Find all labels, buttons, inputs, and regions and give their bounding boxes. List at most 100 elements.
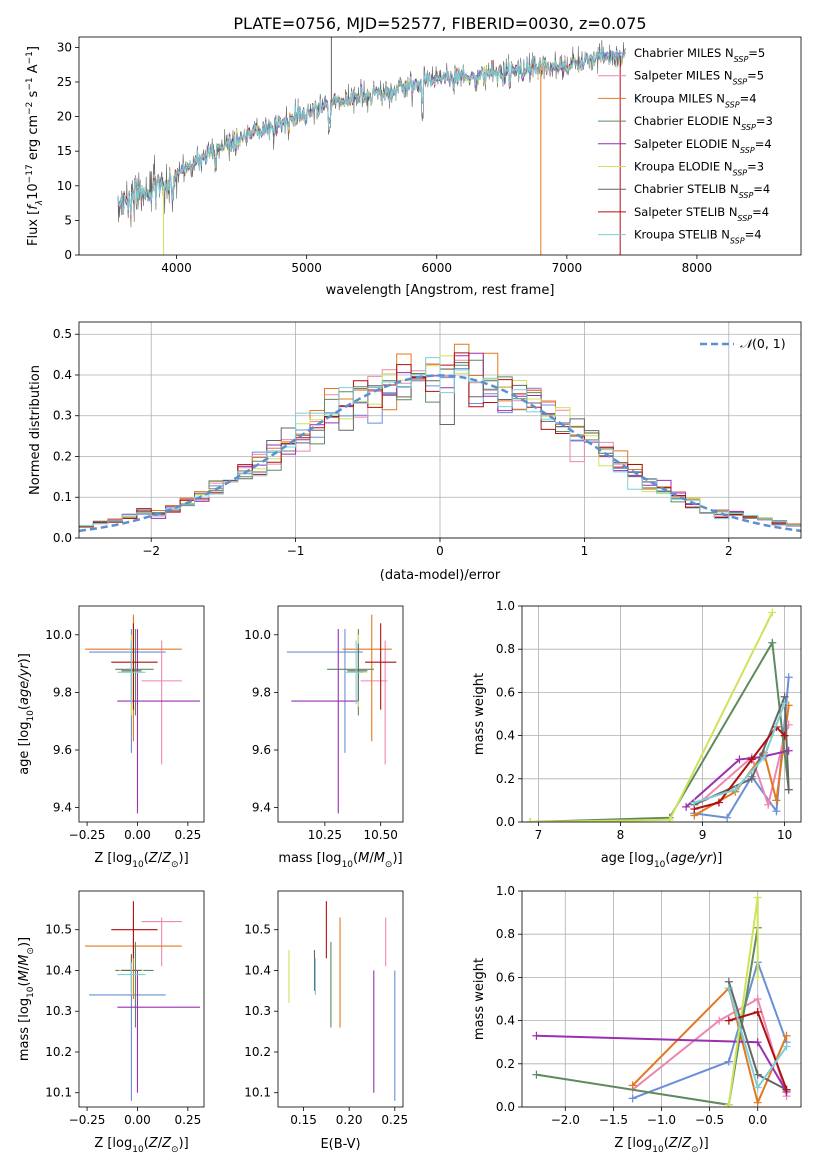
x-tick-label: 8000 (682, 261, 713, 275)
x-tick-label: 8 (617, 828, 625, 842)
x-tick-label: 10.50 (363, 828, 397, 842)
y-tick-label: 0 (64, 248, 72, 262)
legend-entry: Chabrier STELIB NSSP=4 (634, 182, 770, 200)
legend-entry-normal: 𝒩(0, 1) (740, 336, 786, 351)
plot-area (85, 901, 200, 1101)
weight-marker-kroupa_elodie (753, 973, 762, 982)
residuals-ylabel: Normed distribution (28, 365, 43, 495)
y-tick-label: 9.8 (252, 685, 271, 699)
axes-frame (277, 890, 404, 1108)
axes-frame (78, 321, 802, 539)
y-tick-label: 10.4 (244, 963, 271, 977)
panel-massweight_vs_Z: −2.0 −1.5 −1.0 −0.5 0.0 0.0 0.2 0.4 0.6 0.8 1.0 Z [… (472, 884, 802, 1155)
weight-line-salpeter_miles (701, 724, 790, 809)
weight-marker-chabrier_miles (772, 807, 781, 816)
weight-marker-salpeter_stelib (714, 798, 723, 807)
y-tick-label: 10 (57, 179, 72, 193)
y-tick-label: 0.4 (496, 1014, 515, 1028)
x-tick-label: 6000 (421, 261, 452, 275)
weight-marker-kroupa_miles (628, 1081, 637, 1090)
panel-massweight_vs_age: 7 8 9 10 0.0 0.2 0.4 0.6 0.8 1.0 age [log10(age/yr… (472, 599, 802, 870)
y-tick-label: 0.8 (496, 927, 515, 941)
weight-marker-salpeter_elodie (532, 1031, 541, 1040)
weight-marker-kroupa_miles (753, 1098, 762, 1107)
x-tick-label: 1 (581, 544, 589, 558)
legend-entry: Kroupa ELODIE NSSP=3 (634, 160, 764, 178)
y-tick-label: 0.0 (496, 815, 515, 829)
x-tick-label: 10 (777, 828, 792, 842)
x-tick-label: 0.00 (124, 828, 151, 842)
weight-marker-kroupa_miles (784, 701, 793, 710)
weight-marker-salpeter_stelib (782, 1085, 791, 1094)
spectrum-model-kroupa_elodie (117, 50, 626, 213)
weight-marker-kroupa_miles (772, 796, 781, 805)
weight-line-kroupa_stelib (693, 702, 786, 804)
weight-line-chabrier_elodie (530, 639, 790, 822)
x-tick-label: 0.0 (748, 1113, 767, 1127)
y-tick-label: 10.3 (45, 1004, 72, 1018)
weight-marker-kroupa_stelib (780, 699, 789, 708)
weight-marker-salpeter_elodie (753, 1038, 762, 1047)
legend-entry: Salpeter MILES NSSP=5 (634, 69, 764, 87)
age_vs_mass-xlabel: mass [log10(M/M⊙)] (278, 851, 402, 870)
y-tick-label: 30 (57, 40, 72, 54)
residuals-xlabel: (data-model)/error (380, 568, 501, 583)
spectrum-legend: Chabrier MILES NSSP=5 Salpeter MILES NSSP… (598, 46, 773, 245)
massweight_vs_age-ylabel: mass weight (472, 673, 487, 755)
panel-mass_vs_Z: −0.25 0.00 0.25 10.1 10.2 10.3 10.4 10.5 Z [log1… (17, 890, 205, 1155)
x-tick-label: 0.15 (290, 1113, 317, 1127)
y-tick-label: 0.3 (53, 409, 72, 423)
x-tick-label: 5000 (291, 261, 322, 275)
massweight_vs_Z-xlabel: Z [log10(Z/Z⊙)] (614, 1136, 708, 1155)
y-tick-label: 0.5 (53, 327, 72, 341)
spectrum-model-chabrier_miles (117, 47, 626, 214)
x-tick-label: −1.0 (647, 1113, 676, 1127)
y-tick-label: 0.0 (496, 1100, 515, 1114)
weight-marker-salpeter_stelib (780, 731, 789, 740)
y-tick-label: 10.0 (244, 628, 271, 642)
age_vs_Z-ylabel: age [log10(age/yr)] (17, 653, 36, 775)
weight-marker-chabrier_elodie (768, 638, 777, 647)
x-tick-label: −1 (287, 544, 305, 558)
axes-frame (521, 890, 802, 1108)
x-tick-label: 10.25 (308, 828, 342, 842)
x-tick-label: −0.5 (695, 1113, 724, 1127)
legend-entry: Kroupa STELIB NSSP=4 (634, 228, 762, 246)
y-tick-label: 9.8 (53, 685, 72, 699)
y-tick-label: 10.5 (244, 923, 271, 937)
weight-marker-kroupa_elodie (768, 608, 777, 617)
weight-line-salpeter_elodie (685, 749, 789, 808)
x-tick-label: 0.20 (336, 1113, 363, 1127)
y-tick-label: 9.4 (53, 801, 72, 815)
weight-marker-salpeter_miles (715, 1016, 724, 1025)
plot-area (288, 901, 396, 1101)
y-tick-label: 10.0 (45, 628, 72, 642)
massweight_vs_Z-ylabel: mass weight (472, 958, 487, 1040)
y-tick-label: 0.8 (496, 642, 515, 656)
x-tick-label: 9 (699, 828, 707, 842)
mass_vs_Z-xlabel: Z [log10(Z/Z⊙)] (94, 1136, 188, 1155)
panel-mass_vs_ebv: 0.15 0.20 0.25 10.1 10.2 10.3 10.4 10.5 (244, 890, 408, 1127)
x-tick-label: 4000 (161, 261, 192, 275)
x-tick-label: 0 (436, 544, 444, 558)
plot-area (286, 614, 397, 814)
spectrum-model-kroupa_stelib (117, 45, 626, 215)
panel-age_vs_mass: 10.25 10.50 9.4 9.6 9.8 10.0 mass [log10(M/M⊙)… (244, 605, 404, 870)
y-tick-label: 0.2 (496, 772, 515, 786)
legend-entry: Salpeter STELIB NSSP=4 (634, 205, 769, 223)
y-tick-label: 9.6 (252, 743, 271, 757)
weight-marker-kroupa_stelib (690, 798, 699, 807)
x-tick-label: 2 (725, 544, 733, 558)
y-tick-label: 10.1 (45, 1086, 72, 1100)
spectrum-model-salpeter_stelib (117, 46, 626, 217)
y-tick-label: 10.2 (244, 1045, 271, 1059)
panel-spectrum: 4000 5000 6000 7000 8000 0 5 10 15 20 25 30 waveleng… (25, 36, 802, 298)
weight-marker-kroupa_stelib (731, 785, 740, 794)
y-tick-label: 9.6 (53, 743, 72, 757)
figure-title: PLATE=0756, MJD=52577, FIBERID=0030, z=0… (233, 14, 646, 33)
spectrum-model-chabrier_elodie (117, 48, 626, 212)
y-tick-label: 5 (64, 213, 72, 227)
y-tick-label: 10.1 (244, 1086, 271, 1100)
x-tick-label: 0.25 (381, 1113, 408, 1127)
plot-area (532, 893, 791, 1107)
